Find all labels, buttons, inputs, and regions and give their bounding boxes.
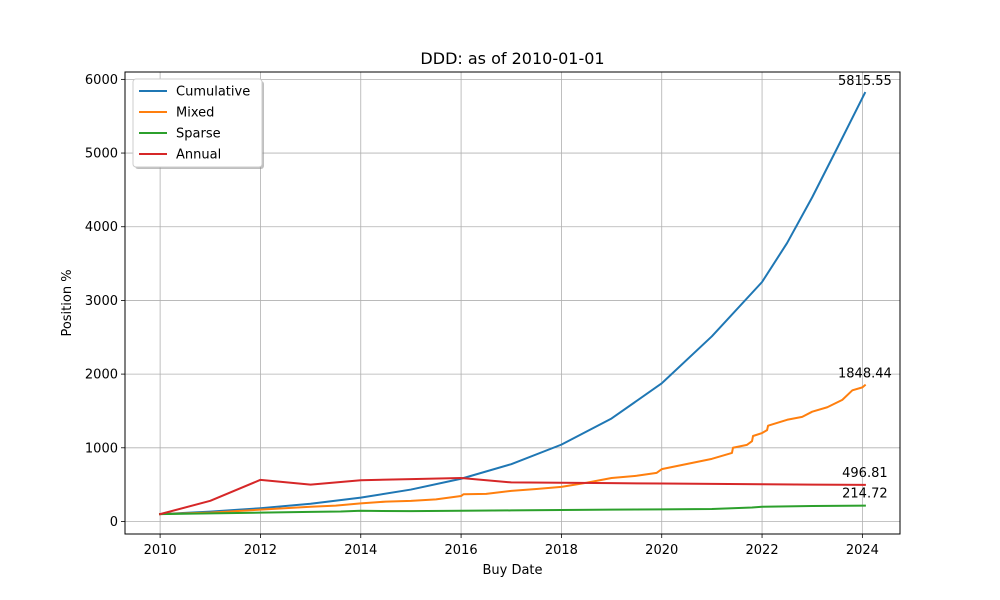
series-line-sparse <box>159 504 866 516</box>
legend-label: Annual <box>176 148 221 163</box>
grid <box>125 72 900 534</box>
legend: Cumulative Mixed Sparse Annual <box>132 78 264 169</box>
y-tick-label: 6000 <box>85 73 118 88</box>
x-tick-label: 2024 <box>846 543 879 558</box>
value-annotation: 5815.55 <box>838 74 892 89</box>
value-annotation: 214.72 <box>842 487 888 502</box>
y-tick-label: 2000 <box>85 368 118 383</box>
legend-box <box>132 78 263 168</box>
x-axis-ticks: 2010 2012 2014 2016 2018 2020 2022 2024 <box>144 534 879 558</box>
chart-title: DDD: as of 2010-01-01 <box>420 49 604 68</box>
x-tick-label: 2014 <box>344 543 377 558</box>
series-line-mixed <box>159 383 867 516</box>
y-axis-label: Position % <box>60 269 75 336</box>
legend-label: Sparse <box>176 127 221 142</box>
y-tick-label: 0 <box>110 515 118 530</box>
y-tick-label: 4000 <box>85 220 118 235</box>
y-tick-label: 1000 <box>85 441 118 456</box>
series-lines <box>158 91 867 516</box>
x-tick-label: 2022 <box>746 543 779 558</box>
value-annotation: 1848.44 <box>838 366 892 381</box>
plot-frame <box>124 71 901 535</box>
x-axis-label: Buy Date <box>482 563 542 578</box>
annotations: 5815.55 1848.44 496.81 214.72 <box>838 74 892 502</box>
y-tick-label: 3000 <box>85 294 118 309</box>
x-tick-label: 2012 <box>244 543 277 558</box>
value-annotation: 496.81 <box>842 466 888 481</box>
series-line-annual <box>158 477 866 516</box>
series-line-cumulative <box>159 91 867 516</box>
y-axis-ticks: 0 1000 2000 3000 4000 5000 6000 <box>85 73 125 530</box>
legend-label: Mixed <box>176 106 214 121</box>
x-tick-label: 2018 <box>545 543 578 558</box>
x-tick-label: 2020 <box>645 543 678 558</box>
y-tick-label: 5000 <box>85 147 118 162</box>
legend-label: Cumulative <box>176 85 250 100</box>
x-tick-label: 2010 <box>144 543 177 558</box>
x-tick-label: 2016 <box>445 543 478 558</box>
